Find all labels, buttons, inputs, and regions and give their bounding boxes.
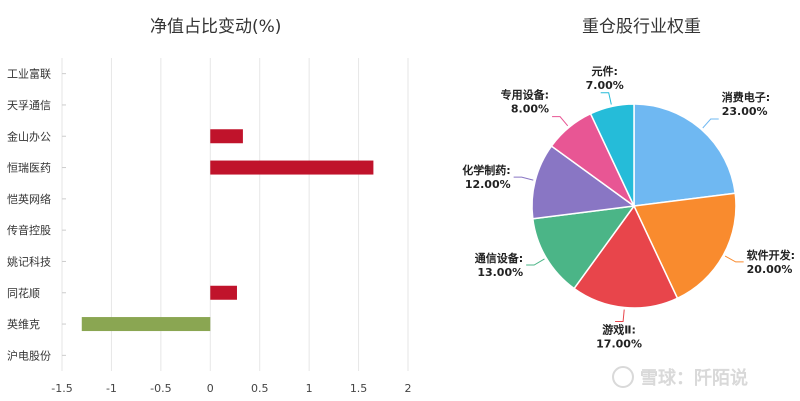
pie-chart-panel: 重仓股行业权重 消费电子: 23.00% 软件开发: 20.00% 游戏Ⅱ: 17.00%… xyxy=(440,0,800,401)
pie-leader-line xyxy=(513,176,534,181)
category-label: 工业富联 xyxy=(7,67,51,81)
x-tick-label: 1 xyxy=(306,382,313,395)
bar-marks xyxy=(81,129,374,332)
pie-label-name: 软件开发: xyxy=(747,248,795,262)
pie-slice-labels: 消费电子:23.00% 软件开发:20.00% 游戏Ⅱ:17.00% 通信设备:13.… xyxy=(462,64,795,351)
pie-leader-line xyxy=(552,116,569,127)
x-tick-label: 0 xyxy=(207,382,214,395)
category-label: 恒瑞医药 xyxy=(7,161,51,175)
pie-leader-line xyxy=(526,258,545,266)
category-label: 姚记科技 xyxy=(7,254,51,268)
pie-leader-lines xyxy=(513,92,744,322)
category-label: 恺英网络 xyxy=(7,192,51,206)
pie-label-value: 13.00% xyxy=(477,266,523,279)
pie-chart-title: 重仓股行业权重 xyxy=(582,17,701,37)
pie-label-name: 通信设备: xyxy=(475,251,523,265)
pie-slice-化学制药 xyxy=(531,144,636,220)
category-label: 沪电股份 xyxy=(7,348,51,362)
x-tick-label: 1.5 xyxy=(350,382,368,395)
pie-slice-软件开发 xyxy=(632,192,737,300)
category-label: 传音控股 xyxy=(7,223,51,237)
pie-chart-svg: 消费电子:23.00% 软件开发:20.00% 游戏Ⅱ:17.00% 通信设备:13.… xyxy=(462,64,795,351)
pie-label-value: 23.00% xyxy=(722,105,768,118)
x-tick-label: 2 xyxy=(405,382,412,395)
pie-label-name: 游戏Ⅱ: xyxy=(602,322,636,336)
bar-x-tick-labels: -1.5 -1 -0.5 0 0.5 1 1.5 2 xyxy=(51,382,411,395)
bar-金山办公 xyxy=(210,129,243,144)
x-tick-label: 0.5 xyxy=(251,382,269,395)
category-label: 同花顺 xyxy=(7,287,40,300)
pie-slice-消费电子 xyxy=(633,103,737,207)
pie-slices xyxy=(531,103,737,309)
pie-slice-游戏Ⅱ xyxy=(572,204,679,309)
pie-label-name: 专用设备: xyxy=(501,88,549,102)
category-label: 金山办公 xyxy=(7,129,51,143)
bar-恒瑞医药 xyxy=(210,160,374,175)
x-tick-label: -1 xyxy=(106,382,117,395)
x-tick-label: -1.5 xyxy=(51,382,72,395)
pie-label-name: 消费电子: xyxy=(722,90,770,104)
category-label: 天孚通信 xyxy=(7,99,51,112)
x-tick-label: -0.5 xyxy=(150,382,171,395)
watermark: 雪球：阡陌说 xyxy=(612,364,748,390)
pie-slice-元件 xyxy=(589,103,635,207)
pie-label-name: 化学制药: xyxy=(462,163,510,177)
pie-label-value: 8.00% xyxy=(511,103,549,116)
bar-chart-panel: 净值占比变动(%) 工业富联天孚通信金山办公恒瑞医药恺英网络传音控股姚记科技同花… xyxy=(7,17,412,395)
bar-同花顺 xyxy=(210,285,237,300)
pie-label-value: 20.00% xyxy=(747,263,793,276)
bar-chart-title: 净值占比变动(%) xyxy=(150,17,282,37)
bar-英维克 xyxy=(81,317,211,332)
watermark-text: 雪球：阡陌说 xyxy=(640,368,748,389)
pie-leader-line xyxy=(615,309,625,322)
pie-leader-line xyxy=(600,92,612,105)
pie-leader-line xyxy=(702,118,719,129)
snowball-logo-icon xyxy=(612,366,634,388)
pie-label-value: 12.00% xyxy=(465,178,511,191)
pie-slice-通信设备 xyxy=(531,205,636,290)
pie-label-name: 元件: xyxy=(591,64,617,78)
pie-label-value: 7.00% xyxy=(586,79,624,92)
category-label: 英维克 xyxy=(7,317,40,331)
pie-leader-line xyxy=(724,255,744,263)
pie-label-value: 17.00% xyxy=(596,337,642,350)
